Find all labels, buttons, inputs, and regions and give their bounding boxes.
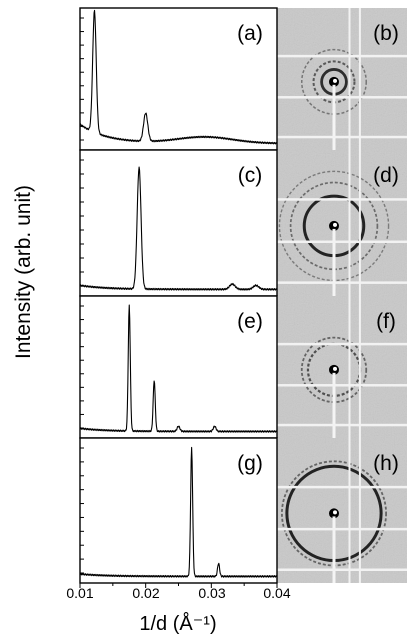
intensity-trace-0 xyxy=(79,9,278,145)
beam-stop-arm xyxy=(332,516,336,583)
diffraction-image-0 xyxy=(277,8,407,150)
diffraction-image-1 xyxy=(277,150,407,296)
diffraction-ring xyxy=(289,181,379,271)
panel-3: (g) (h) xyxy=(79,437,407,584)
panel-0: (a) (b) xyxy=(79,7,407,151)
x-tick-label-1: 0.02 xyxy=(132,585,159,601)
intensity-trace-1 xyxy=(79,166,278,291)
panel-label-3: (g) xyxy=(237,452,263,475)
image-label-1: (d) xyxy=(373,164,399,187)
intensity-trace-2 xyxy=(79,304,278,433)
panels: (a) (b) (c) (d) (e) (f) (g) (h) xyxy=(79,7,407,588)
panel-label-1: (c) xyxy=(238,164,263,187)
beam-stop-arm xyxy=(332,84,336,150)
x-axis-label: 1/d (Å⁻¹) xyxy=(139,612,216,635)
panel-2: (e) (f) xyxy=(79,295,407,439)
panel-1: (c) (d) xyxy=(79,149,407,297)
x-tick-label-2: 0.03 xyxy=(198,585,225,601)
image-label-0: (b) xyxy=(373,22,399,45)
panel-label-0: (a) xyxy=(237,22,263,45)
y-axis-label: Intensity (arb. unit) xyxy=(12,185,35,359)
x-tick-label-3: 0.04 xyxy=(263,585,290,601)
plot-3 xyxy=(79,437,278,584)
beam-stop-arm xyxy=(332,372,336,438)
image-label-2: (f) xyxy=(376,310,396,333)
x-tick-label-0: 0.01 xyxy=(66,585,93,601)
image-label-3: (h) xyxy=(373,452,399,475)
x-tick-labels: 0.01 0.02 0.03 0.04 xyxy=(66,585,290,601)
diffraction-image-2 xyxy=(277,296,407,438)
beam-stop-arm xyxy=(332,228,336,296)
intensity-trace-3 xyxy=(79,446,278,578)
diffraction-image-3 xyxy=(277,438,407,583)
panel-label-2: (e) xyxy=(237,310,263,333)
plot-2 xyxy=(79,295,278,439)
